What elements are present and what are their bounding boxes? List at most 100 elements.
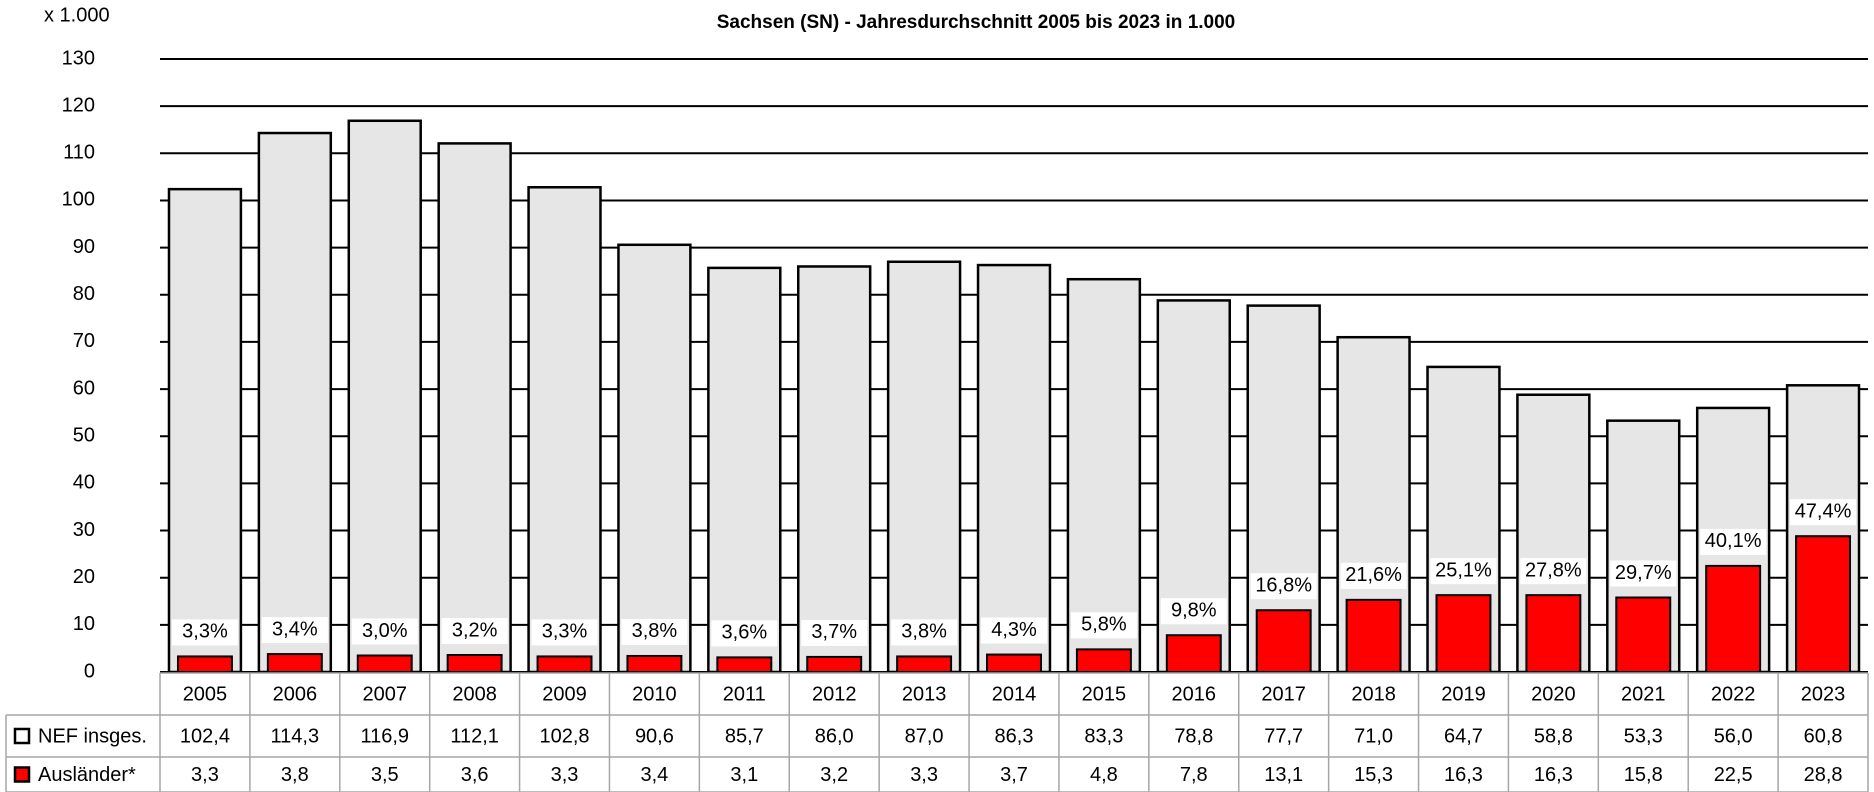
share-label: 3,2% [452,619,498,641]
share-label-bg [1250,573,1317,600]
share-label-bg [441,618,508,645]
y-tick-label: 100 [62,189,95,211]
share-label: 21,6% [1345,564,1402,586]
share-label-bg [891,619,958,646]
table-cell: 78,8 [1174,725,1213,747]
x-tick-label: 2005 [183,683,228,705]
x-tick-label: 2007 [362,683,407,705]
x-tick-label: 2018 [1351,683,1396,705]
table-cell: 3,2 [820,764,848,786]
bar [1615,596,1672,674]
bar [1255,609,1312,673]
x-tick-label: 2009 [542,683,587,705]
x-tick-label: 2015 [1082,683,1127,705]
table-cell: 3,6 [461,764,489,786]
share-label-bg [261,617,328,644]
table-cell: 56,0 [1714,725,1753,747]
bar [1075,648,1132,673]
x-tick-label: 2016 [1172,683,1217,705]
x-tick-label: 2008 [452,683,497,705]
table-cell: 3,5 [371,764,399,786]
y-tick-label: 40 [73,472,95,494]
table-cell: 86,0 [815,725,854,747]
bar [707,266,782,674]
table-cell: 13,1 [1264,764,1303,786]
bar [1525,594,1582,673]
share-label-bg [171,619,238,646]
table-cell: 22,5 [1714,764,1753,786]
bar [986,653,1042,674]
y-tick-label: 60 [73,377,95,399]
table-cell: 71,0 [1354,725,1393,747]
x-tick-label: 2013 [902,683,947,705]
x-tick-label: 2022 [1711,683,1756,705]
table-cell: 15,8 [1624,764,1663,786]
bar [896,655,953,673]
x-tick-label: 2021 [1621,683,1666,705]
share-label-bg [1700,528,1767,555]
table-cell: 16,3 [1444,764,1483,786]
x-tick-label: 2017 [1261,683,1306,705]
share-label: 3,8% [632,620,678,642]
bar [1165,634,1222,673]
y-tick-label: 130 [62,47,95,69]
share-label: 25,1% [1435,559,1492,581]
bar [806,655,863,673]
share-label: 3,7% [811,621,857,643]
share-label: 3,6% [722,622,768,644]
bar [437,142,512,674]
share-label-bg [711,620,778,647]
share-label-bg [1610,560,1677,587]
table-cell: 28,8 [1804,764,1843,786]
bar [1435,594,1492,673]
y-tick-label: 80 [73,283,95,305]
table-cell: 16,3 [1534,764,1573,786]
x-tick-label: 2014 [992,683,1037,705]
bar [886,260,962,674]
table-cell: 60,8 [1804,725,1843,747]
table-cell: 77,7 [1264,725,1303,747]
bar [347,119,422,674]
x-tick-label: 2012 [812,683,857,705]
bar [257,131,333,674]
bar [1795,535,1852,673]
x-tick-label: 2020 [1531,683,1576,705]
table-cell: 3,3 [191,764,219,786]
bar [1066,277,1142,674]
share-label: 4,3% [991,619,1037,641]
share-label: 3,3% [542,621,588,643]
y-tick-label: 30 [73,519,95,541]
share-label: 3,3% [182,621,228,643]
table-cell: 3,7 [1000,764,1028,786]
share-label: 5,8% [1081,614,1127,636]
table-cell: 116,9 [360,725,409,747]
bar [446,654,503,673]
bar [976,263,1052,674]
share-label-bg [981,617,1047,644]
share-label: 16,8% [1255,575,1312,597]
share-label: 29,7% [1615,562,1672,584]
bar [527,186,602,674]
share-label-bg [1520,558,1587,585]
y-tick-label: 70 [73,330,95,352]
table-cell: 3,3 [910,764,938,786]
x-tick-label: 2023 [1801,683,1846,705]
bar [626,654,683,674]
bar [536,655,593,673]
bar [356,654,413,673]
bar [716,656,773,674]
share-label-bg [1160,598,1227,625]
table-cell: 83,3 [1084,725,1123,747]
table-cell: 114,3 [271,725,320,747]
y-tick-label: 110 [63,142,95,164]
table-cell: 86,3 [995,725,1034,747]
share-label-bg [351,618,418,645]
share-label-bg [1430,558,1497,585]
bar [266,653,323,674]
share-label-bg [1340,562,1407,589]
share-label: 47,4% [1795,500,1852,522]
table-cell: 87,0 [905,725,944,747]
table-cell: 3,8 [281,764,309,786]
share-label-bg [801,619,868,646]
bar [617,243,692,674]
